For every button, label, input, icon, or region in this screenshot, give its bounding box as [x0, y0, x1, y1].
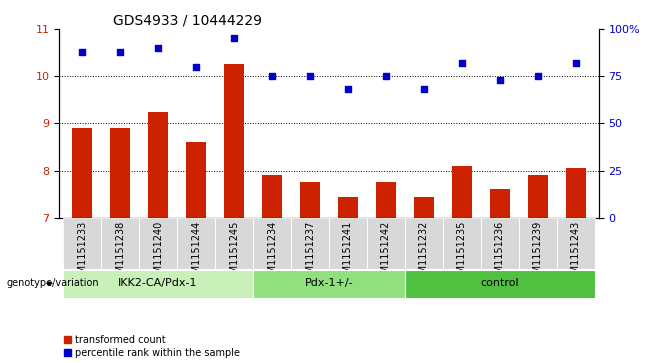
Bar	[291, 218, 329, 269]
Bar	[329, 218, 367, 269]
Text: GDS4933 / 10444229: GDS4933 / 10444229	[113, 14, 262, 28]
Text: GSM1151245: GSM1151245	[229, 220, 239, 286]
Text: GSM1151237: GSM1151237	[305, 220, 315, 286]
Text: GSM1151233: GSM1151233	[77, 220, 87, 286]
Text: GSM1151244: GSM1151244	[191, 220, 201, 286]
Text: IKK2-CA/Pdx-1: IKK2-CA/Pdx-1	[118, 278, 198, 289]
Bar	[261, 175, 282, 218]
Bar	[557, 218, 595, 269]
Point	[457, 60, 467, 66]
Point	[153, 45, 163, 51]
Legend: transformed count, percentile rank within the sample: transformed count, percentile rank withi…	[64, 335, 240, 358]
Bar	[101, 218, 139, 269]
Text: GSM1151243: GSM1151243	[571, 220, 581, 286]
Bar	[405, 218, 443, 269]
Point	[570, 60, 581, 66]
Bar	[451, 166, 472, 218]
Bar	[147, 111, 168, 218]
Text: Pdx-1+/-: Pdx-1+/-	[305, 278, 353, 289]
Bar	[253, 270, 405, 298]
Point	[229, 36, 240, 41]
Bar	[253, 218, 291, 269]
Bar	[139, 218, 177, 269]
Point	[266, 73, 277, 79]
Text: GSM1151238: GSM1151238	[115, 220, 125, 286]
Text: GSM1151235: GSM1151235	[457, 220, 467, 286]
Text: GSM1151239: GSM1151239	[533, 220, 543, 286]
Text: GSM1151241: GSM1151241	[343, 220, 353, 286]
Text: GSM1151234: GSM1151234	[267, 220, 277, 286]
Bar	[186, 142, 207, 218]
Bar	[224, 65, 245, 218]
Bar	[63, 270, 253, 298]
Bar	[565, 168, 586, 218]
Point	[533, 73, 544, 79]
Bar	[481, 218, 519, 269]
Bar	[72, 128, 93, 218]
Bar	[215, 218, 253, 269]
Bar	[519, 218, 557, 269]
Bar	[490, 189, 511, 218]
Point	[418, 86, 429, 92]
Text: GSM1151232: GSM1151232	[419, 220, 429, 286]
Bar	[338, 196, 359, 218]
Bar	[299, 182, 320, 218]
Text: GSM1151242: GSM1151242	[381, 220, 391, 286]
Bar	[177, 218, 215, 269]
Bar	[405, 270, 595, 298]
Bar	[443, 218, 481, 269]
Bar	[367, 218, 405, 269]
Point	[77, 49, 88, 54]
Bar	[110, 128, 130, 218]
Text: genotype/variation: genotype/variation	[7, 278, 99, 289]
Point	[495, 77, 505, 83]
Point	[191, 64, 201, 70]
Text: control: control	[481, 278, 519, 289]
Bar	[413, 196, 434, 218]
Point	[305, 73, 315, 79]
Bar	[528, 175, 548, 218]
Bar	[376, 182, 396, 218]
Point	[114, 49, 125, 54]
Bar	[63, 218, 101, 269]
Point	[343, 86, 353, 92]
Text: GSM1151236: GSM1151236	[495, 220, 505, 286]
Text: GSM1151240: GSM1151240	[153, 220, 163, 286]
Point	[381, 73, 392, 79]
